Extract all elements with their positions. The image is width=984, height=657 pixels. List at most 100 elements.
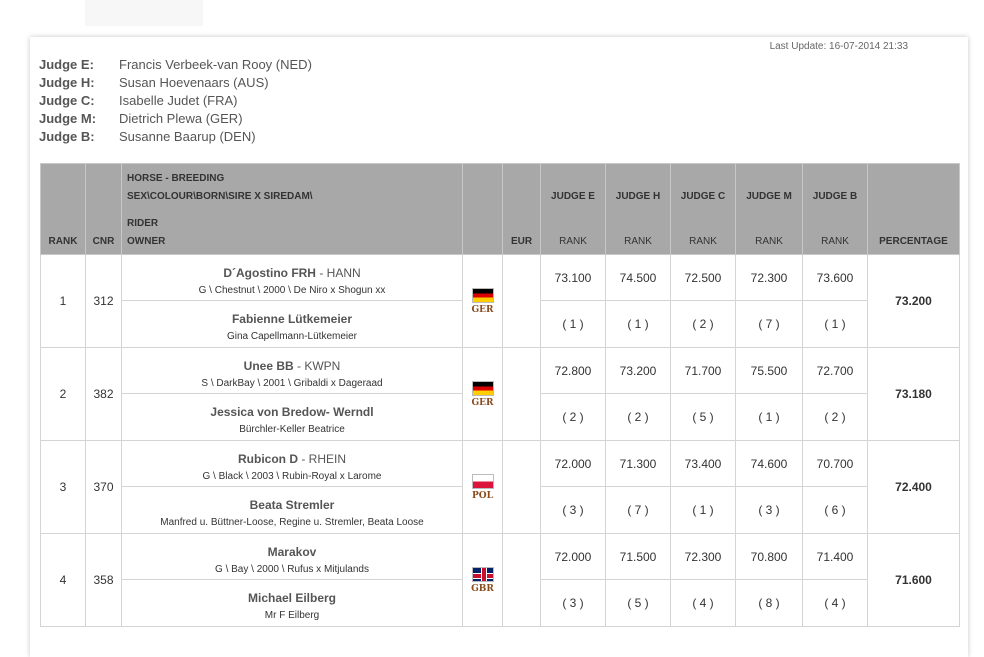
table-row-sub: Beata Stremler Manfred u. Büttner-Loose,… xyxy=(41,486,960,534)
score-judge-e: 72.800 xyxy=(540,347,606,394)
score-judge-m: 70.800 xyxy=(735,533,803,580)
flag-cell: GER xyxy=(462,254,503,348)
score-judge-e: 72.000 xyxy=(540,533,606,580)
horse-name[interactable]: Marakov xyxy=(267,545,317,559)
flag-image xyxy=(471,287,494,303)
header-flag xyxy=(462,163,503,255)
results-table: RANK CNR HORSE - BREEDING SEX\COLOUR\BOR… xyxy=(40,163,960,627)
score-judge-b: 73.600 xyxy=(802,254,868,301)
header-judge-h: JUDGE H RANK xyxy=(605,163,671,255)
table-row[interactable]: 2 382 Unee BB - KWPN S \ DarkBay \ 2001 … xyxy=(40,347,960,441)
rank-judge-b: ( 2 ) xyxy=(802,393,868,441)
header-judge-b-label: JUDGE B xyxy=(812,191,858,202)
score-judge-c: 72.300 xyxy=(670,533,736,580)
judge-name: Susan Hoevenaars (AUS) xyxy=(119,75,269,90)
horse-desc: G \ Chestnut \ 2000 \ De Niro x Shogun x… xyxy=(198,285,386,296)
flag-pol-icon: POL xyxy=(471,473,494,501)
cnr-cell: 312 xyxy=(85,254,122,348)
horse-cell: Unee BB - KWPN S \ DarkBay \ 2001 \ Grib… xyxy=(121,347,463,394)
header-eur: EUR xyxy=(502,163,541,255)
score-judge-e: 73.100 xyxy=(540,254,606,301)
percentage-cell[interactable]: 71.600 xyxy=(867,533,960,627)
owner-name: Mr F Eilberg xyxy=(264,610,320,621)
judge-letter: Judge H: xyxy=(39,75,95,90)
judge-letter: Judge C: xyxy=(39,93,95,108)
eur-cell xyxy=(502,347,541,441)
judge-row: Judge M: Dietrich Plewa (GER) xyxy=(39,110,312,128)
rider-name[interactable]: Beata Stremler xyxy=(249,498,335,512)
rank-judge-c: ( 5 ) xyxy=(670,393,736,441)
rider-name[interactable]: Fabienne Lütkemeier xyxy=(231,312,353,326)
results-panel: Last Update: 16-07-2014 21:33 Judge E: Fr… xyxy=(30,37,968,657)
horse-name[interactable]: Unee BB xyxy=(243,359,294,373)
flag-ger-icon: GER xyxy=(471,287,494,315)
cnr-cell: 370 xyxy=(85,440,122,534)
rank-judge-e: ( 2 ) xyxy=(540,393,606,441)
header-judge-h-label: JUDGE H xyxy=(615,191,661,202)
percentage-cell[interactable]: 72.400 xyxy=(867,440,960,534)
horse-desc: G \ Black \ 2003 \ Rubin-Royal x Larome xyxy=(202,471,382,482)
rank-judge-m: ( 1 ) xyxy=(735,393,803,441)
rider-name[interactable]: Jessica von Bredow- Werndl xyxy=(210,405,374,419)
flag-image xyxy=(471,473,494,489)
rank-judge-b: ( 6 ) xyxy=(802,486,868,534)
horse-name-line: Rubicon D - RHEIN xyxy=(122,452,462,466)
eur-cell xyxy=(502,533,541,627)
judge-name: Dietrich Plewa (GER) xyxy=(119,111,243,126)
score-judge-m: 72.300 xyxy=(735,254,803,301)
header-rank-label: RANK xyxy=(48,236,78,247)
judge-letter: Judge B: xyxy=(39,129,95,144)
rank-judge-m: ( 7 ) xyxy=(735,300,803,348)
header-cnr-label: CNR xyxy=(92,236,115,247)
owner-name: Bürchler-Keller Beatrice xyxy=(239,424,345,435)
horse-name-line: Marakov xyxy=(122,545,462,559)
rank-judge-c: ( 4 ) xyxy=(670,579,736,627)
score-judge-b: 71.400 xyxy=(802,533,868,580)
judge-name: Susanne Baarup (DEN) xyxy=(119,129,256,144)
flag-ger-icon: GER xyxy=(471,380,494,408)
flag-gbr-icon: GBR xyxy=(471,566,494,594)
rank-cell: 2 xyxy=(40,347,86,441)
score-judge-h: 71.500 xyxy=(605,533,671,580)
rank-judge-c: ( 1 ) xyxy=(670,486,736,534)
percentage-cell[interactable]: 73.200 xyxy=(867,254,960,348)
horse-name-line: Unee BB - KWPN xyxy=(122,359,462,373)
header-horse-breeding: HORSE - BREEDING xyxy=(127,173,225,184)
percentage-cell[interactable]: 73.180 xyxy=(867,347,960,441)
rank-judge-b: ( 4 ) xyxy=(802,579,868,627)
header-percentage-label: PERCENTAGE xyxy=(879,236,948,247)
header-judge-e: JUDGE E RANK xyxy=(540,163,606,255)
flag-cell: GER xyxy=(462,347,503,441)
rank-cell: 4 xyxy=(40,533,86,627)
header-judge-b: JUDGE B RANK xyxy=(802,163,868,255)
header-judge-b-rank: RANK xyxy=(821,236,849,247)
score-judge-h: 71.300 xyxy=(605,440,671,487)
header-judge-c-label: JUDGE C xyxy=(680,191,726,202)
rider-name[interactable]: Michael Eilberg xyxy=(247,591,337,605)
rank-judge-h: ( 2 ) xyxy=(605,393,671,441)
table-row[interactable]: 4 358 Marakov G \ Bay \ 2000 \ Rufus x M… xyxy=(40,533,960,627)
horse-desc: G \ Bay \ 2000 \ Rufus x Mitjulands xyxy=(215,564,369,575)
header-judge-m-rank: RANK xyxy=(755,236,783,247)
flag-code: GER xyxy=(471,304,494,315)
horse-desc: S \ DarkBay \ 2001 \ Gribaldi x Dageraad xyxy=(201,378,383,389)
flag-code: POL xyxy=(472,490,493,501)
rank-cell: 3 xyxy=(40,440,86,534)
horse-breed: - HANN xyxy=(315,266,361,280)
horse-cell: Marakov G \ Bay \ 2000 \ Rufus x Mitjula… xyxy=(121,533,463,580)
table-row[interactable]: 1 312 D´Agostino FRH - HANN G \ Chestnut… xyxy=(40,254,960,348)
table-row[interactable]: 3 370 Rubicon D - RHEIN G \ Black \ 2003… xyxy=(40,440,960,534)
score-judge-h: 73.200 xyxy=(605,347,671,394)
score-judge-e: 72.000 xyxy=(540,440,606,487)
horse-name[interactable]: D´Agostino FRH xyxy=(223,266,316,280)
rank-judge-e: ( 3 ) xyxy=(540,486,606,534)
rank-judge-h: ( 5 ) xyxy=(605,579,671,627)
judge-letter: Judge M: xyxy=(39,111,97,126)
table-row-sub: Jessica von Bredow- Werndl Bürchler-Kell… xyxy=(41,393,960,441)
rank-judge-e: ( 3 ) xyxy=(540,579,606,627)
rider-cell: Jessica von Bredow- Werndl Bürchler-Kell… xyxy=(121,393,463,441)
rank-judge-b: ( 1 ) xyxy=(802,300,868,348)
score-judge-b: 72.700 xyxy=(802,347,868,394)
horse-name[interactable]: Rubicon D xyxy=(238,452,298,466)
score-judge-c: 73.400 xyxy=(670,440,736,487)
